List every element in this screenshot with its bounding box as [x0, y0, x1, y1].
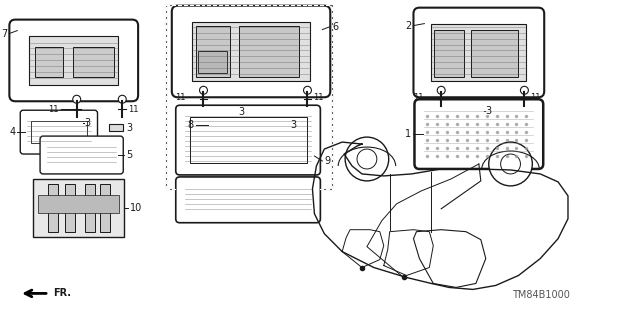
Circle shape [73, 95, 81, 103]
Circle shape [520, 86, 529, 94]
FancyBboxPatch shape [10, 19, 138, 101]
Bar [31, 121, 86, 143]
Bar [471, 30, 518, 78]
FancyBboxPatch shape [415, 99, 543, 169]
Text: 3: 3 [84, 118, 91, 128]
Bar [196, 26, 230, 78]
Bar [221, 108, 235, 115]
Bar [469, 107, 483, 114]
Bar [38, 195, 119, 213]
Bar [35, 48, 63, 78]
Bar [435, 30, 464, 78]
Bar [166, 5, 332, 189]
Text: 8: 8 [188, 120, 193, 130]
Text: 3: 3 [291, 120, 297, 130]
FancyBboxPatch shape [172, 6, 330, 97]
Bar [33, 179, 124, 237]
FancyBboxPatch shape [20, 110, 97, 154]
Bar [65, 184, 75, 232]
Text: 3: 3 [238, 107, 244, 117]
Text: 11: 11 [49, 105, 59, 114]
Text: FR.: FR. [53, 288, 71, 298]
Bar [100, 184, 110, 232]
Text: 10: 10 [130, 203, 143, 213]
FancyBboxPatch shape [176, 105, 321, 175]
Text: 11: 11 [413, 93, 424, 102]
Text: 7: 7 [1, 29, 8, 39]
Bar [189, 117, 307, 163]
Bar [274, 121, 288, 128]
Circle shape [500, 154, 520, 174]
Bar [211, 122, 220, 128]
Circle shape [118, 95, 126, 103]
Circle shape [437, 86, 445, 94]
FancyBboxPatch shape [40, 136, 124, 174]
Text: 9: 9 [324, 156, 330, 166]
Bar [29, 35, 118, 85]
Text: 5: 5 [126, 150, 132, 160]
Text: 11: 11 [314, 93, 324, 102]
Bar [431, 24, 526, 81]
Text: 11: 11 [175, 93, 186, 102]
FancyBboxPatch shape [413, 8, 544, 97]
Bar [48, 184, 58, 232]
Bar [109, 124, 124, 131]
Bar [68, 119, 82, 126]
Text: 11: 11 [128, 105, 139, 114]
Bar [84, 184, 95, 232]
Bar [73, 48, 115, 78]
Text: 1: 1 [405, 129, 412, 139]
Text: 2: 2 [405, 21, 412, 31]
Text: 6: 6 [332, 22, 339, 32]
Circle shape [345, 137, 388, 181]
Text: 4: 4 [9, 127, 15, 137]
Circle shape [200, 86, 207, 94]
Text: 3: 3 [126, 123, 132, 133]
Text: 11: 11 [531, 93, 541, 102]
Circle shape [489, 142, 532, 186]
Text: TM84B1000: TM84B1000 [512, 290, 570, 300]
FancyBboxPatch shape [176, 177, 321, 223]
Circle shape [303, 86, 312, 94]
Bar [239, 26, 299, 78]
Text: 3: 3 [486, 106, 492, 116]
Circle shape [357, 149, 377, 169]
Bar [198, 51, 227, 73]
Bar [191, 22, 310, 81]
